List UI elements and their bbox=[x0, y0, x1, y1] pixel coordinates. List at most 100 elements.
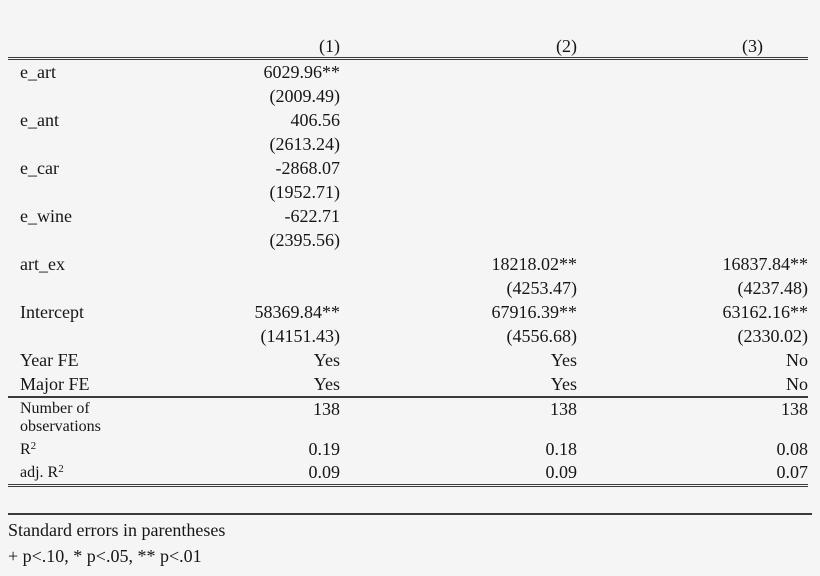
table-row-stderr: (1952.71) bbox=[8, 180, 808, 204]
stat-cell: 0.18 bbox=[545, 439, 578, 459]
stderr-cell bbox=[340, 84, 577, 108]
table-row-fixed-effect: Year FE Yes Yes No bbox=[8, 348, 808, 372]
estimate-cell bbox=[340, 59, 577, 85]
table-row-estimate: Intercept 58369.84** 67916.39** 63162.16… bbox=[8, 300, 808, 324]
fixed-effect-cell: No bbox=[786, 350, 808, 370]
table-row-r-squared: R2 0.19 0.18 0.08 bbox=[8, 438, 808, 461]
stat-cell: 0.09 bbox=[340, 461, 577, 487]
column-header-3: (3) bbox=[577, 29, 808, 60]
variable-label: art_ex bbox=[20, 254, 65, 274]
empty-label bbox=[8, 84, 150, 108]
stderr-cell: (4556.68) bbox=[506, 326, 578, 346]
stat-label-text: Number of observations bbox=[20, 400, 101, 435]
stat-label: Number of observations bbox=[8, 397, 150, 438]
note-significance-levels: + p<.10, * p<.05, ** p<.01 bbox=[8, 546, 202, 566]
stderr-cell bbox=[150, 276, 340, 300]
stderr-cell bbox=[577, 180, 808, 204]
stderr-cell bbox=[340, 228, 577, 252]
estimate-cell: -622.71 bbox=[284, 206, 341, 226]
variable-label: e_car bbox=[20, 158, 59, 178]
stderr-cell: (4237.48) bbox=[737, 278, 809, 298]
fixed-effect-cell: No bbox=[577, 372, 808, 398]
table-row-estimate: e_wine -622.71 bbox=[8, 204, 808, 228]
stderr-cell: (2009.49) bbox=[269, 86, 341, 106]
table-row-adj-r-squared: adj. R2 0.09 0.09 0.07 bbox=[8, 461, 808, 487]
estimate-cell: 16837.84** bbox=[722, 254, 809, 274]
stderr-cell: (2613.24) bbox=[269, 134, 341, 154]
estimate-cell: -2868.07 bbox=[275, 158, 341, 178]
table-row-stderr: (4253.47) (4237.48) bbox=[8, 276, 809, 300]
stderr-cell: (4253.47) bbox=[506, 278, 578, 298]
estimate-cell: 67916.39** bbox=[491, 302, 578, 322]
fixed-effect-label: Year FE bbox=[20, 350, 79, 370]
stat-cell: 0.07 bbox=[577, 461, 808, 487]
empty-label bbox=[8, 324, 150, 348]
fixed-effect-label: Major FE bbox=[8, 372, 150, 398]
header-row: (1) (2) (3) bbox=[8, 29, 808, 60]
estimate-cell: 63162.16** bbox=[722, 302, 809, 322]
stderr-cell bbox=[577, 132, 808, 156]
estimate-cell bbox=[340, 156, 577, 180]
stat-label: adj. R2 bbox=[8, 461, 150, 487]
table-row-estimate: e_car -2868.07 bbox=[8, 156, 808, 180]
stderr-cell: (1952.71) bbox=[269, 182, 341, 202]
table-body: e_art 6029.96** (2009.49) e_ant 406.56 (… bbox=[8, 59, 809, 487]
estimate-cell: 18218.02** bbox=[491, 254, 578, 274]
table-notes: Standard errors in parentheses + p<.10, … bbox=[8, 517, 812, 569]
regression-table: (1) (2) (3) e_art 6029.96** (2009.49) e_… bbox=[8, 29, 808, 487]
empty-label bbox=[8, 276, 150, 300]
estimate-cell: 6029.96** bbox=[263, 62, 341, 82]
fixed-effect-cell: Yes bbox=[313, 350, 340, 370]
stat-cell: 0.08 bbox=[776, 439, 809, 459]
table-row-estimate: art_ex 18218.02** 16837.84** bbox=[8, 252, 808, 276]
column-header-1: (1) bbox=[150, 29, 340, 60]
estimate-cell: 406.56 bbox=[290, 110, 341, 130]
estimate-cell: 58369.84** bbox=[254, 302, 341, 322]
estimate-cell bbox=[577, 59, 808, 85]
header-empty-cell bbox=[8, 29, 150, 60]
stderr-cell: (2395.56) bbox=[269, 230, 341, 250]
empty-label bbox=[8, 180, 150, 204]
superscript: 2 bbox=[58, 463, 64, 475]
stat-label: R2 bbox=[8, 438, 150, 461]
stderr-cell bbox=[577, 228, 808, 252]
stat-label-text: adj. R bbox=[20, 464, 59, 481]
variable-label: e_wine bbox=[20, 206, 72, 226]
table-row-stderr: (2613.24) bbox=[8, 132, 808, 156]
column-header-2: (2) bbox=[340, 29, 577, 60]
table-row-stderr: (2009.49) bbox=[8, 84, 808, 108]
stat-cell: 138 bbox=[550, 399, 577, 419]
footnote-divider bbox=[8, 513, 812, 515]
stat-label-text: R bbox=[20, 441, 31, 458]
empty-label bbox=[8, 228, 150, 252]
table-row-fixed-effect: Major FE Yes Yes No bbox=[8, 372, 808, 398]
stderr-cell: (2330.02) bbox=[737, 326, 809, 346]
estimate-cell bbox=[340, 108, 577, 132]
estimate-cell bbox=[577, 108, 808, 132]
table-header: (1) (2) (3) bbox=[8, 29, 808, 60]
estimate-cell bbox=[577, 204, 808, 228]
stderr-cell bbox=[577, 84, 808, 108]
stat-cell: 0.19 bbox=[308, 439, 341, 459]
stat-cell: 138 bbox=[781, 399, 808, 419]
superscript: 2 bbox=[30, 440, 37, 452]
variable-label: Intercept bbox=[20, 302, 84, 322]
table-row-stderr: (2395.56) bbox=[8, 228, 808, 252]
stderr-cell bbox=[340, 132, 577, 156]
table-row-estimate: e_art 6029.96** bbox=[8, 59, 808, 85]
empty-label bbox=[8, 132, 150, 156]
stat-cell: 0.09 bbox=[150, 461, 340, 487]
variable-label: e_ant bbox=[20, 110, 59, 130]
table-row-stderr: (14151.43) (4556.68) (2330.02) bbox=[8, 324, 809, 348]
estimate-cell bbox=[340, 204, 577, 228]
stat-cell: 138 bbox=[313, 399, 340, 419]
fixed-effect-cell: Yes bbox=[340, 372, 577, 398]
fixed-effect-cell: Yes bbox=[550, 350, 577, 370]
fixed-effect-cell: Yes bbox=[150, 372, 340, 398]
table-row-observations: Number of observations 138 138 138 bbox=[8, 397, 808, 438]
estimate-cell bbox=[577, 156, 808, 180]
stderr-cell: (14151.43) bbox=[260, 326, 341, 346]
estimate-cell bbox=[150, 252, 340, 276]
variable-label: e_art bbox=[20, 62, 56, 82]
